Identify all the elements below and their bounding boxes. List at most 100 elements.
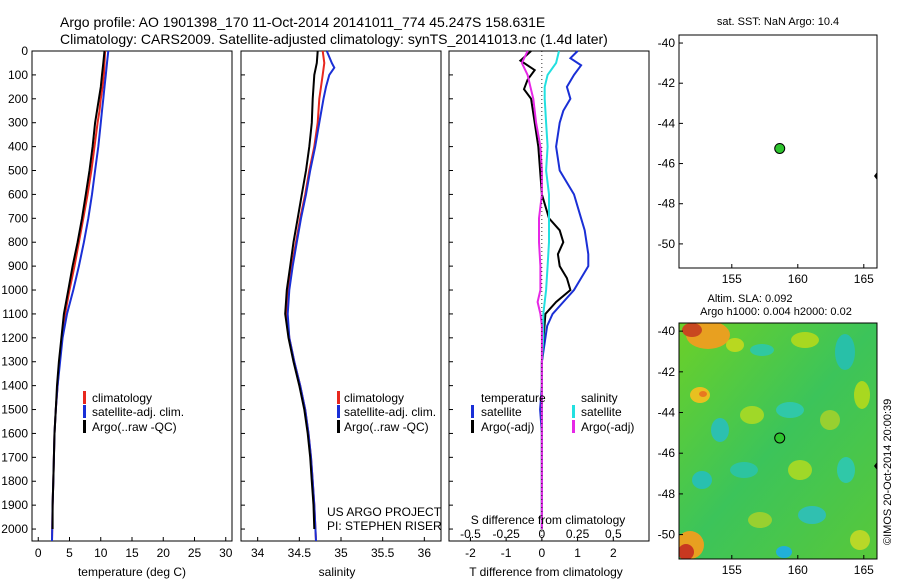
legend-swatch-climatology <box>83 391 86 404</box>
legend-label-t-satellite: satellite <box>481 405 522 419</box>
salinity-panel-frame <box>240 50 442 542</box>
legend-swatch-s-argo <box>572 420 575 433</box>
y-tick-label: -44 <box>658 116 676 130</box>
x-tick-label: 34.5 <box>288 546 312 560</box>
depth-tick-label: 500 <box>8 164 28 178</box>
legend-swatch-t-satellite <box>471 405 474 418</box>
legend-label-satellite: satellite-adj. clim. <box>92 405 184 419</box>
s-tick-label: -0.25 <box>492 527 520 541</box>
depth-tick-label: 1300 <box>1 355 28 369</box>
depth-tick-label: 1100 <box>2 307 28 321</box>
series-line-salinity-argo-adj <box>520 50 543 529</box>
sla-map-title-1: Altim. SLA: 0.092 <box>708 293 793 305</box>
map-edge-mark <box>874 462 877 470</box>
series-line-satellite-adj-clim <box>51 50 110 542</box>
x-tick-label: 5 <box>66 546 73 560</box>
salinity-legend: climatology satellite-adj. clim. Argo(..… <box>337 391 436 434</box>
x-tick-label: 36 <box>418 546 432 560</box>
legend-label-s-argo: Argo(-adj) <box>581 420 634 434</box>
depth-tick-label: 1500 <box>1 403 28 417</box>
depth-tick-label: 200 <box>8 92 28 106</box>
sla-map-title-2: Argo h1000: 0.004 h2000: 0.02 <box>700 306 852 318</box>
x-tick-label: 155 <box>722 563 742 577</box>
x-tick-label: 25 <box>188 546 202 560</box>
x-tick-label: 30 <box>219 546 233 560</box>
s-difference-label: S difference from climatology <box>471 513 626 527</box>
temperature-panel-frame <box>31 50 233 542</box>
x-tick-label: 1 <box>574 546 581 560</box>
x-tick-label: 160 <box>788 272 808 286</box>
difference-panel-frame <box>448 50 650 542</box>
x-tick-label: 34 <box>251 546 265 560</box>
sst-map-ticks: -40 -42 -44 -46 -48 -50 155 160 165 <box>658 36 874 286</box>
depth-tick-label: 1200 <box>1 331 28 345</box>
series-line-salinity-satellite <box>540 50 560 529</box>
pi-label: PI: STEPHEN RISER <box>327 519 442 533</box>
legend-label-climatology: climatology <box>344 391 404 405</box>
legend-label-climatology: climatology <box>92 391 152 405</box>
difference-x-ticks: -2 -1 0 1 2 -0.5 -0.25 0 0.25 0.5 <box>460 527 622 560</box>
legend-header-salinity: salinity <box>581 391 618 405</box>
depth-tick-label: 600 <box>8 187 28 201</box>
sst-map-title: sat. SST: NaN Argo: 10.4 <box>717 16 839 28</box>
temperature-legend: climatology satellite-adj. clim. Argo(..… <box>83 391 184 434</box>
depth-tick-label: 400 <box>8 140 28 154</box>
legend-swatch-argo <box>83 420 86 433</box>
x-tick-label: 2 <box>610 546 617 560</box>
x-tick-label: 35.5 <box>371 546 395 560</box>
title-line-1: Argo profile: AO 1901398_170 11-Oct-2014… <box>60 14 545 30</box>
legend-label-argo: Argo(..raw -QC) <box>344 420 429 434</box>
x-tick-label: 165 <box>854 272 874 286</box>
x-tick-label: -2 <box>465 546 476 560</box>
x-tick-label: 155 <box>722 272 742 286</box>
salinity-curves <box>284 50 336 542</box>
depth-tick-label: 900 <box>8 259 28 273</box>
depth-tick-label: 1600 <box>1 426 28 440</box>
y-tick-label: -40 <box>658 324 676 338</box>
map-edge-mark <box>874 172 877 180</box>
sla-map-ticks: -40 -42 -44 -46 -48 -50 155 160 165 <box>658 324 874 577</box>
salinity-x-label: salinity <box>319 565 356 579</box>
temperature-x-ticks: 0 5 10 15 20 25 30 <box>35 537 233 560</box>
legend-label-argo: Argo(..raw -QC) <box>92 420 177 434</box>
y-tick-label: -40 <box>658 36 676 50</box>
temperature-curves <box>51 50 110 542</box>
y-tick-label: -42 <box>658 76 676 90</box>
x-tick-label: 160 <box>788 563 808 577</box>
y-tick-label: -48 <box>658 197 676 211</box>
series-line-temperature-satellite <box>539 50 590 529</box>
s-tick-label: -0.5 <box>460 527 481 541</box>
depth-tick-label: 800 <box>8 235 28 249</box>
y-tick-label: -42 <box>658 365 676 379</box>
y-tick-label: -46 <box>658 157 676 171</box>
legend-swatch-argo <box>337 420 340 433</box>
depth-tick-label: 0 <box>21 44 28 58</box>
y-tick-label: -44 <box>658 406 676 420</box>
depth-tick-label: 100 <box>8 68 28 82</box>
title-line-2: Climatology: CARS2009. Satellite-adjuste… <box>60 31 608 47</box>
x-tick-label: 15 <box>125 546 139 560</box>
depth-tick-label: 1900 <box>1 498 28 512</box>
difference-curves <box>518 50 590 529</box>
series-line-climatology <box>51 50 107 542</box>
imos-timestamp-label: ©IMOS 20-Oct-2014 20:00:39 <box>882 399 894 545</box>
series-line-argo-raw-qc <box>51 50 106 529</box>
sla-heatmap <box>679 323 877 559</box>
argo-position-marker <box>774 142 786 154</box>
s-tick-label: 0 <box>539 527 546 541</box>
legend-label-t-argo: Argo(-adj) <box>481 420 534 434</box>
s-tick-label: 0.5 <box>605 527 622 541</box>
legend-swatch-satellite <box>337 405 340 418</box>
legend-swatch-climatology <box>337 391 340 404</box>
argo-position-marker <box>774 432 786 444</box>
temperature-x-label: temperature (deg C) <box>78 565 186 579</box>
x-tick-label: 10 <box>94 546 108 560</box>
difference-legend: temperature salinity satellite Argo(-adj… <box>471 391 634 434</box>
s-tick-label: 0.25 <box>566 527 590 541</box>
legend-header-temperature: temperature <box>481 391 546 405</box>
depth-tick-label: 300 <box>8 116 28 130</box>
depth-tick-label: 1400 <box>1 379 28 393</box>
x-tick-label: 35 <box>334 546 348 560</box>
x-tick-label: -1 <box>501 546 512 560</box>
